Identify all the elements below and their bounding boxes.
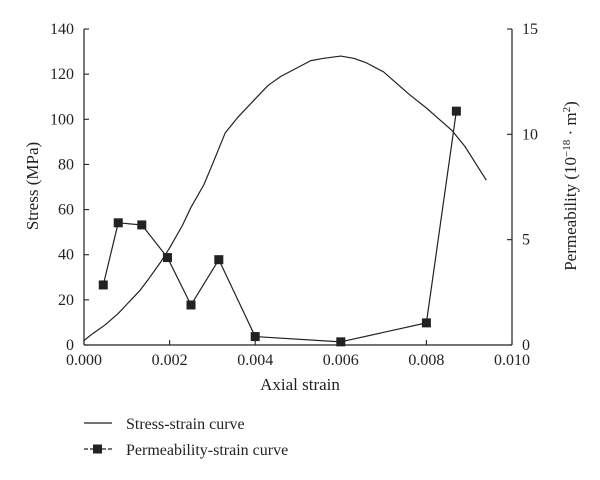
permeability-data-point xyxy=(162,253,172,263)
permeability-series-line xyxy=(102,111,457,343)
left-y-tick-label: 140 xyxy=(50,21,74,38)
permeability-data-point xyxy=(137,220,147,230)
right-y-tick-label: 5 xyxy=(522,232,530,249)
legend-permeability-label: Permeability-strain curve xyxy=(126,442,288,459)
permeability-data-point xyxy=(451,106,461,116)
right-y-tick-label: 0 xyxy=(522,337,530,354)
right-y-axis-title-suffix: ) xyxy=(561,101,580,107)
legend-stress-label: Stress-strain curve xyxy=(126,416,245,433)
right-y-axis-title-unit: · m xyxy=(561,112,580,139)
series xyxy=(83,55,487,347)
x-tick-label: 0.010 xyxy=(494,352,530,369)
right-y-tick-label: 15 xyxy=(522,21,538,38)
permeability-data-point xyxy=(98,280,108,290)
permeability-data-point xyxy=(214,255,224,265)
right-y-tick-label: 10 xyxy=(522,126,538,143)
x-tick-label: 0.002 xyxy=(152,352,188,369)
x-tick-label: 0.006 xyxy=(323,352,359,369)
permeability-data-point xyxy=(186,300,196,310)
right-y-axis-title-exponent: −18 xyxy=(561,139,573,157)
legend-item-permeability: Permeability-strain curve xyxy=(84,442,288,459)
stress-series-line xyxy=(83,55,487,341)
left-y-tick-label: 0 xyxy=(66,337,74,354)
x-tick-label: 0.000 xyxy=(66,352,102,369)
left-y-tick-label: 80 xyxy=(58,156,74,173)
ticks: 0.000 0.002 0.004 0.006 0.008 0.0100204060801… xyxy=(50,21,538,369)
x-tick-label: 0.008 xyxy=(408,352,444,369)
permeability-data-point xyxy=(113,218,123,228)
permeability-data-point xyxy=(336,337,346,347)
left-y-tick-label: 40 xyxy=(58,247,74,264)
right-y-axis-title: Permeability (10−18 · m2) xyxy=(561,101,580,271)
left-y-axis-title: Stress (MPa) xyxy=(23,142,42,230)
permeability-data-point xyxy=(421,318,431,328)
legend: Stress-strain curve Permeability-strain … xyxy=(84,416,288,459)
legend-item-stress: Stress-strain curve xyxy=(84,416,245,433)
left-y-tick-label: 60 xyxy=(58,202,74,219)
left-y-tick-label: 120 xyxy=(50,66,74,83)
left-y-tick-label: 20 xyxy=(58,292,74,309)
right-y-axis-title-prefix: Permeability (10 xyxy=(561,157,580,271)
right-y-axis-title-unit-exponent: 2 xyxy=(561,107,573,113)
legend-permeability-square-marker xyxy=(93,444,102,454)
axes xyxy=(83,29,513,346)
x-tick-label: 0.004 xyxy=(237,352,273,369)
permeability-data-point xyxy=(250,332,260,342)
left-y-tick-label: 100 xyxy=(50,111,74,128)
x-axis-title: Axial strain xyxy=(260,375,340,394)
